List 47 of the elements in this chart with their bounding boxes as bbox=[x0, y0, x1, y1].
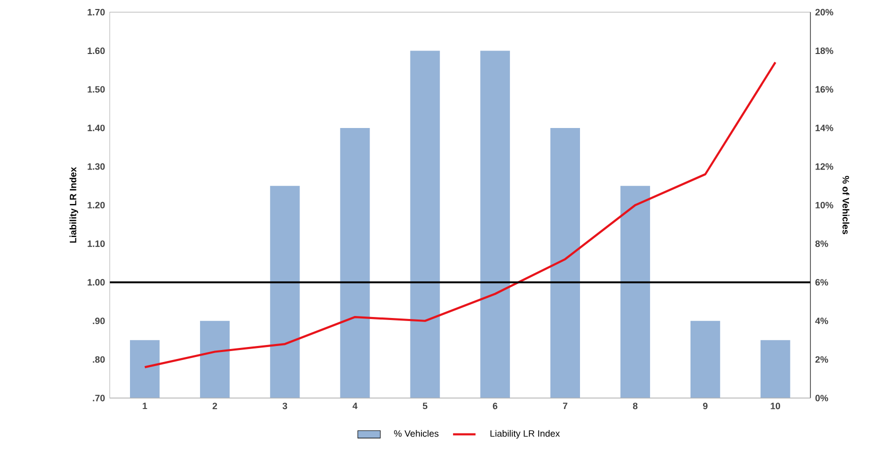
x-tick-label: 7 bbox=[563, 402, 568, 409]
bar bbox=[200, 320, 230, 398]
legend-label: Liability LR Index bbox=[490, 430, 560, 438]
y-tick-label: 1.40 bbox=[88, 124, 105, 132]
bar bbox=[620, 186, 650, 398]
y-tick-label: 1.00 bbox=[88, 278, 105, 286]
y2-tick-label: 10% bbox=[816, 202, 834, 208]
y-tick-label: .70 bbox=[92, 394, 105, 402]
line-series bbox=[144, 61, 776, 368]
x-tick-label: 1 bbox=[142, 402, 148, 409]
y2-tick-label: 4% bbox=[815, 317, 828, 324]
x-tick-label: 9 bbox=[703, 402, 708, 410]
y-tick-label: 1.10 bbox=[88, 240, 105, 247]
y2-tick-label: 14% bbox=[816, 124, 834, 132]
x-tick-label: 8 bbox=[632, 402, 638, 410]
y2-tick-label: 8% bbox=[815, 240, 828, 247]
y2-axis-title: % of Vehicles bbox=[842, 176, 850, 234]
y2-tick-label: 12% bbox=[816, 163, 834, 170]
y-tick-label: 1.50 bbox=[88, 86, 105, 92]
y-axis-title: Liability LR Index bbox=[70, 166, 78, 242]
legend-label: % Vehicles bbox=[394, 430, 438, 437]
y2-tick-label: 0% bbox=[815, 394, 828, 402]
bar bbox=[410, 50, 440, 398]
y2-tick-label: 18% bbox=[816, 47, 834, 54]
y2-tick-label: 6% bbox=[815, 278, 828, 286]
y-tick-label: 1.70 bbox=[88, 8, 105, 16]
bar bbox=[760, 340, 790, 398]
x-tick-label: 2 bbox=[212, 402, 218, 409]
y-tick-label: .80 bbox=[92, 356, 105, 363]
y-tick-label: 1.20 bbox=[88, 202, 105, 208]
bar bbox=[480, 50, 510, 398]
y2-tick-label: 20% bbox=[815, 8, 834, 16]
bar bbox=[130, 340, 160, 398]
x-tick-label: 4 bbox=[352, 402, 358, 409]
y2-tick-label: 2% bbox=[815, 356, 828, 363]
y-tick-label: 1.30 bbox=[88, 163, 105, 170]
bar bbox=[270, 186, 300, 398]
bar bbox=[550, 128, 580, 398]
y2-tick-label: 16% bbox=[816, 86, 834, 92]
y-tick-label: 1.60 bbox=[88, 47, 105, 54]
x-tick-label: 10 bbox=[770, 402, 780, 410]
x-tick-label: 6 bbox=[492, 402, 498, 410]
y-tick-label: .90 bbox=[92, 317, 105, 324]
bar bbox=[690, 320, 720, 398]
x-tick-label: 3 bbox=[282, 402, 288, 410]
x-tick-label: 5 bbox=[422, 402, 428, 409]
bar bbox=[340, 128, 370, 398]
